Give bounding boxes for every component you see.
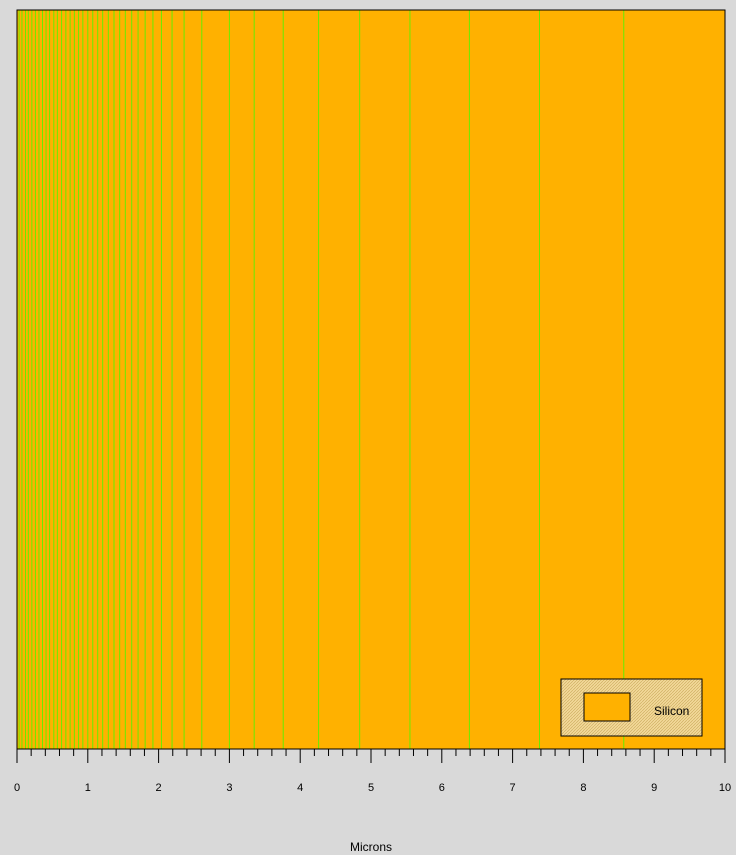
x-tick-label: 4 xyxy=(297,782,303,794)
x-tick-label: 7 xyxy=(510,782,516,794)
x-tick-label: 5 xyxy=(368,782,374,794)
silicon-region xyxy=(17,10,725,749)
legend-swatch-silicon xyxy=(583,692,631,722)
x-tick-label: 3 xyxy=(226,782,232,794)
x-axis: 0 1 2 3 4 5 6 7 8 9 10 xyxy=(14,749,731,794)
legend-label-silicon: Silicon xyxy=(654,704,689,718)
x-axis-title: Microns xyxy=(350,840,392,854)
legend: Silicon xyxy=(560,678,703,737)
x-tick-label: 10 xyxy=(719,782,731,794)
x-tick-label: 0 xyxy=(14,782,20,794)
x-tick-label: 8 xyxy=(580,782,586,794)
mesh-lines xyxy=(18,10,625,749)
x-tick-label: 1 xyxy=(85,782,91,794)
x-tick-label: 9 xyxy=(651,782,657,794)
x-tick-label: 6 xyxy=(439,782,445,794)
x-tick-label: 2 xyxy=(156,782,162,794)
